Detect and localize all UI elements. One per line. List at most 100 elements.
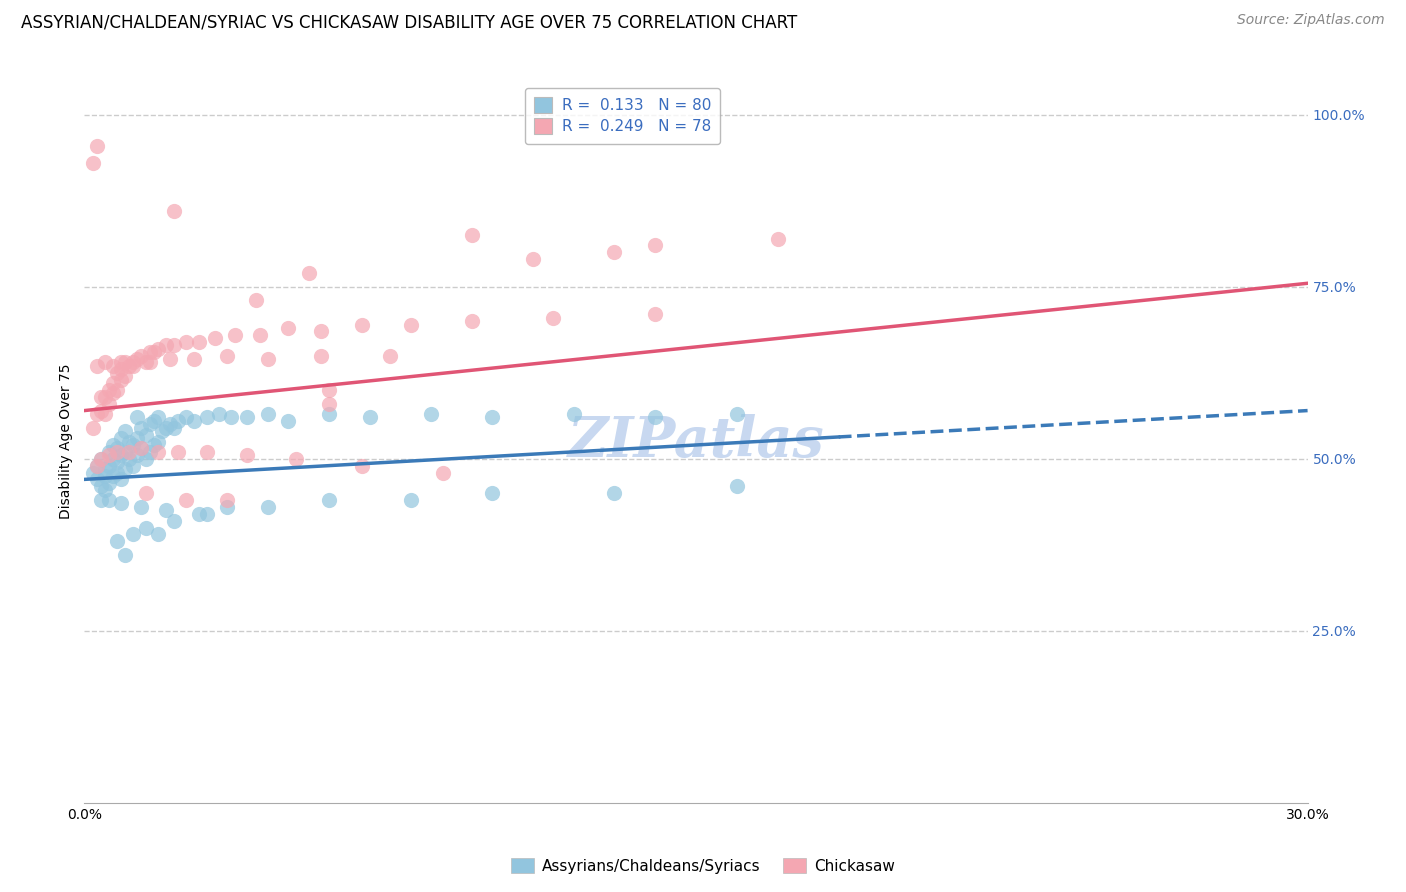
Point <box>318 397 340 411</box>
Y-axis label: Disability Age Over 75: Disability Age Over 75 <box>59 364 73 519</box>
Point <box>122 359 145 373</box>
Point <box>105 366 128 380</box>
Text: Source: ZipAtlas.com: Source: ZipAtlas.com <box>1237 13 1385 28</box>
Point <box>420 407 443 421</box>
Point <box>236 448 259 462</box>
Point <box>90 493 112 508</box>
Point <box>86 407 108 421</box>
Point <box>131 421 153 435</box>
Point <box>93 483 115 497</box>
Point <box>118 451 141 466</box>
Point <box>146 445 169 459</box>
Point <box>146 342 169 356</box>
Point <box>135 355 157 369</box>
Legend: Assyrians/Chaldeans/Syriacs, Chickasaw: Assyrians/Chaldeans/Syriacs, Chickasaw <box>505 852 901 880</box>
Point <box>195 410 218 425</box>
Text: ASSYRIAN/CHALDEAN/SYRIAC VS CHICKASAW DISABILITY AGE OVER 75 CORRELATION CHART: ASSYRIAN/CHALDEAN/SYRIAC VS CHICKASAW DI… <box>21 13 797 31</box>
Point <box>105 466 128 480</box>
Point <box>93 462 115 476</box>
Point <box>105 445 128 459</box>
Point <box>399 318 422 332</box>
Point <box>105 534 128 549</box>
Point <box>142 438 165 452</box>
Point <box>174 334 197 349</box>
Point <box>97 445 120 459</box>
Point <box>127 448 149 462</box>
Point <box>603 486 626 500</box>
Point <box>603 245 626 260</box>
Point <box>101 438 124 452</box>
Text: ZIPatlas: ZIPatlas <box>568 414 824 469</box>
Point <box>277 321 299 335</box>
Point <box>481 486 503 500</box>
Point <box>110 448 132 462</box>
Point <box>138 417 160 432</box>
Point <box>174 410 197 425</box>
Point <box>93 390 115 404</box>
Point <box>163 204 186 219</box>
Point <box>309 349 332 363</box>
Point <box>461 314 484 328</box>
Point <box>461 228 484 243</box>
Point <box>217 493 239 508</box>
Point <box>217 349 239 363</box>
Point <box>195 445 218 459</box>
Point <box>138 345 160 359</box>
Point <box>118 359 141 373</box>
Point <box>350 318 373 332</box>
Point <box>97 448 120 462</box>
Point <box>90 390 112 404</box>
Point <box>114 369 136 384</box>
Point <box>97 458 120 473</box>
Point <box>309 325 332 339</box>
Point <box>163 338 186 352</box>
Point <box>257 407 280 421</box>
Point <box>187 334 209 349</box>
Point <box>146 410 169 425</box>
Point <box>86 458 108 473</box>
Point <box>204 331 226 345</box>
Point <box>380 349 402 363</box>
Point <box>245 293 267 308</box>
Point <box>249 327 271 342</box>
Point <box>163 514 186 528</box>
Point <box>86 359 108 373</box>
Point <box>163 421 186 435</box>
Point <box>97 493 120 508</box>
Point <box>167 445 190 459</box>
Point <box>236 410 259 425</box>
Point <box>146 434 169 449</box>
Point <box>159 417 181 432</box>
Point <box>183 414 205 428</box>
Point <box>122 527 145 541</box>
Point <box>114 462 136 476</box>
Point <box>82 421 104 435</box>
Point <box>142 345 165 359</box>
Point <box>93 407 115 421</box>
Point <box>90 479 112 493</box>
Point <box>82 466 104 480</box>
Point <box>219 410 242 425</box>
Point <box>105 383 128 397</box>
Point <box>725 407 748 421</box>
Point <box>110 355 132 369</box>
Point <box>101 376 124 390</box>
Point <box>86 472 108 486</box>
Point <box>114 424 136 438</box>
Point <box>118 434 141 449</box>
Point <box>122 458 145 473</box>
Point <box>110 472 132 486</box>
Point <box>122 438 145 452</box>
Point <box>350 458 373 473</box>
Point <box>135 520 157 534</box>
Point <box>101 386 124 401</box>
Point <box>142 414 165 428</box>
Point <box>277 414 299 428</box>
Point <box>155 503 177 517</box>
Point <box>105 442 128 456</box>
Point <box>285 451 308 466</box>
Point <box>135 486 157 500</box>
Point <box>90 451 112 466</box>
Point <box>97 475 120 490</box>
Point <box>127 410 149 425</box>
